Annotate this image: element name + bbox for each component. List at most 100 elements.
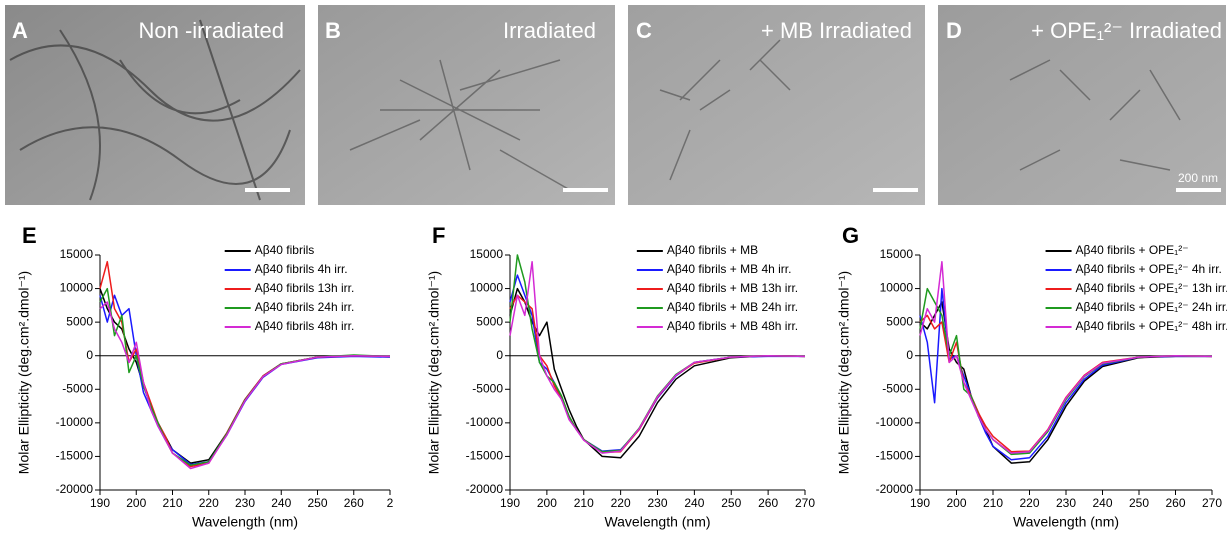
legend-label: Aβ40 fibrils + MB 4h irr. [667,262,792,276]
series-line [919,260,1213,454]
y-tick-label: 10000 [880,281,914,295]
y-tick-label: -20000 [466,482,504,496]
scale-bar [873,188,918,192]
legend-label: Aβ40 fibrils 24h irr. [255,300,355,314]
y-axis-label: Molar Ellipticity (deg.cm².dmol⁻¹) [16,271,32,474]
series-line [99,301,391,470]
panel-letter: B [325,18,341,43]
series-line [509,260,806,454]
image-panel: 200 nm D + OPE₁²⁻ Irradiated [938,5,1226,205]
x-tick-label: 240 [1092,496,1112,510]
x-tick-label: 250 [721,496,741,510]
legend-label: Aβ40 fibrils + OPE₁²⁻ 24h irr. [1076,300,1227,314]
y-axis-label: Molar Ellipticity (deg.cm².dmol⁻¹) [836,271,852,474]
y-tick-label: 5000 [66,314,93,328]
y-tick-label: -15000 [56,449,94,463]
y-tick-label: -15000 [876,449,914,463]
y-tick-label: 0 [906,348,913,362]
micrograph [938,5,1226,205]
y-tick-label: 0 [86,348,93,362]
x-tick-label: 250 [1129,496,1149,510]
x-tick-label: 190 [90,496,110,510]
legend-label: Aβ40 fibrils + MB 13h irr. [667,281,798,295]
scale-bar [245,188,290,192]
x-tick-label: 190 [500,496,520,510]
image-panel: A Non -irradiated [5,5,305,205]
x-tick-label: 260 [344,496,364,510]
x-tick-label: 190 [910,496,930,510]
legend-label: Aβ40 fibrils 13h irr. [255,281,355,295]
series-line [919,287,1212,461]
micrograph [5,5,305,205]
y-tick-label: -15000 [466,449,504,463]
panel-letter: D [946,18,962,43]
x-tick-label: 210 [162,496,182,510]
panel-letter: C [636,18,652,43]
legend-label: Aβ40 fibrils + OPE₁²⁻ 13h irr. [1076,281,1227,295]
panel-letter: A [12,18,28,43]
chart: G -20000 -15000 -10000 -5000 0 5000 10000 15000 1… [836,223,1227,530]
x-axis-label: Wavelength (nm) [1013,514,1119,530]
micrograph [318,5,615,205]
x-tick-label: 2 [387,496,394,510]
image-panels: A Non -irradiated B Irradiated C + MB Ir… [5,5,1226,205]
chart: F -20000 -15000 -10000 -5000 0 5000 10000 15000 1… [426,223,816,530]
x-tick-label: 260 [758,496,778,510]
y-tick-label: -10000 [876,415,914,429]
panel-label: G [842,223,859,248]
scale-label: 200 nm [1178,171,1218,185]
y-tick-label: -10000 [466,415,504,429]
y-axis-label: Molar Ellipticity (deg.cm².dmol⁻¹) [426,271,442,474]
legend-label: Aβ40 fibrils 48h irr. [255,319,355,333]
y-tick-label: 15000 [470,247,504,261]
x-tick-label: 270 [795,496,815,510]
x-tick-label: 270 [1202,496,1222,510]
y-tick-label: -20000 [56,482,94,496]
micrograph [628,5,925,205]
series-line [99,288,391,464]
x-tick-label: 230 [647,496,667,510]
panel-title: + OPE₁²⁻ Irradiated [1031,18,1222,43]
scale-bar [1176,188,1221,192]
y-tick-label: 15000 [60,247,94,261]
legend-label: Aβ40 fibrils + OPE₁²⁻ [1076,243,1189,257]
fibril-texture [349,59,571,191]
x-tick-label: 220 [611,496,631,510]
x-tick-label: 210 [983,496,1003,510]
legend-label: Aβ40 fibrils + OPE₁²⁻ 4h irr. [1076,262,1222,276]
panel-title: Irradiated [503,18,596,43]
x-axis-label: Wavelength (nm) [604,514,710,530]
series-line [919,301,1212,464]
x-tick-label: 230 [235,496,255,510]
panel-title: + MB Irradiated [761,18,912,43]
x-tick-label: 260 [1165,496,1185,510]
x-tick-label: 240 [684,496,704,510]
legend-label: Aβ40 fibrils 4h irr. [255,262,348,276]
panel-title: Non -irradiated [138,18,284,43]
image-panel: C + MB Irradiated [628,5,925,205]
image-panel: B Irradiated [318,5,615,205]
y-tick-label: 15000 [880,247,914,261]
legend-label: Aβ40 fibrils + MB 24h irr. [667,300,798,314]
y-tick-label: 10000 [60,281,94,295]
series-line [99,287,391,466]
legend-label: Aβ40 fibrils + OPE₁²⁻ 48h irr. [1076,319,1227,333]
panel-label: F [432,223,445,248]
scale-bar [563,188,608,192]
chart: E -20000 -15000 -10000 -5000 0 5000 10000 15000 1… [16,223,394,530]
y-tick-label: -10000 [56,415,94,429]
x-tick-label: 200 [537,496,557,510]
x-tick-label: 220 [1019,496,1039,510]
y-tick-label: 10000 [470,281,504,295]
legend-label: Aβ40 fibrils + MB [667,243,758,257]
x-tick-label: 240 [271,496,291,510]
fibril-texture [1009,59,1181,171]
legend-label: Aβ40 fibrils + MB 48h irr. [667,319,798,333]
fibril-texture [9,19,301,201]
y-tick-label: 0 [496,348,503,362]
y-tick-label: 5000 [476,314,503,328]
y-tick-label: -5000 [472,381,503,395]
x-tick-label: 200 [946,496,966,510]
fibril-texture [659,39,791,181]
